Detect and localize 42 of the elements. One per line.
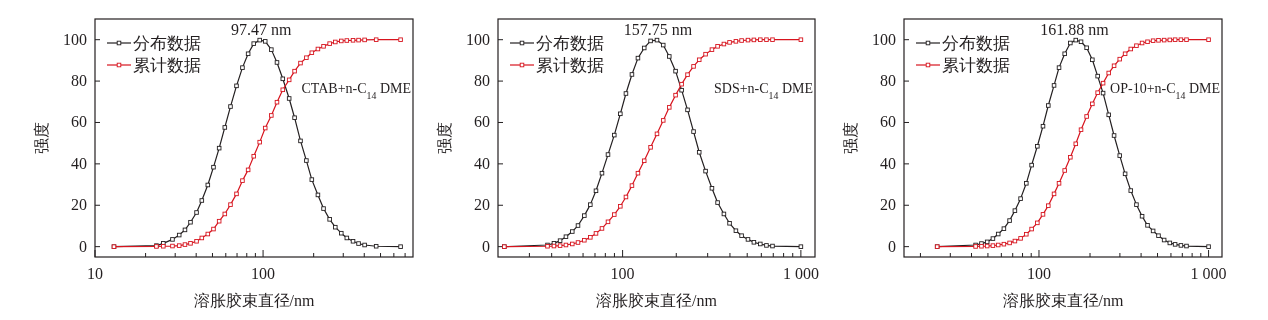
x-tick-label: 1 000	[1190, 265, 1227, 282]
y-tick-label: 80	[880, 72, 896, 90]
y-tick-label: 60	[71, 113, 87, 131]
y-tick-label: 100	[466, 30, 490, 48]
annotation: 157.75 nm	[623, 20, 693, 38]
x-axis-title: 溶胀胶束直径/nm	[193, 292, 315, 309]
annotation: 161.88 nm	[1040, 20, 1110, 38]
legend-label: 累计数据	[133, 56, 201, 75]
y-tick-label: 100	[63, 30, 87, 48]
annotation: SDS+n-C$_{14}$ DME	[714, 81, 813, 101]
x-tick-label: 100	[251, 265, 276, 282]
y-tick-label: 20	[71, 196, 87, 214]
x-tick-label: 100	[1026, 265, 1051, 282]
y-tick-label: 0	[79, 237, 87, 255]
x-axis-title: 溶胀胶束直径/nm	[1002, 292, 1124, 309]
annotation: CTAB+n-C$_{14}$ DME	[301, 81, 411, 101]
y-axis-title: 强度	[33, 122, 50, 154]
y-tick-label: 0	[482, 237, 490, 255]
y-tick-label: 20	[474, 196, 490, 214]
y-tick-label: 40	[71, 154, 87, 172]
y-tick-label: 0	[888, 237, 896, 255]
y-tick-label: 60	[880, 113, 896, 131]
legend-label: 累计数据	[942, 56, 1010, 75]
legend-label: 分布数据	[942, 34, 1010, 53]
y-tick-label: 40	[880, 154, 896, 172]
legend-label: 分布数据	[536, 34, 604, 53]
y-axis-title: 强度	[436, 122, 453, 154]
y-tick-label: 20	[880, 196, 896, 214]
y-tick-label: 60	[474, 113, 490, 131]
x-tick-label: 10	[87, 265, 103, 282]
x-axis-title: 溶胀胶束直径/nm	[596, 292, 718, 309]
legend-label: 累计数据	[536, 56, 604, 75]
y-tick-label: 100	[872, 30, 896, 48]
annotation: 97.47 nm	[230, 20, 292, 38]
y-tick-label: 80	[71, 72, 87, 90]
y-tick-label: 80	[474, 72, 490, 90]
y-tick-label: 40	[474, 154, 490, 172]
x-tick-label: 100	[610, 265, 635, 282]
annotation: OP-10+n-C$_{14}$ DME	[1110, 81, 1220, 101]
y-axis-title: 强度	[842, 122, 859, 154]
x-tick-label: 1 000	[782, 265, 819, 282]
legend-label: 分布数据	[133, 34, 201, 53]
